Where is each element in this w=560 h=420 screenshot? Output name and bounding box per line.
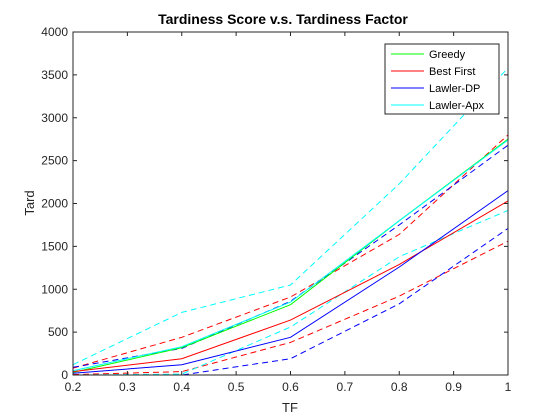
x-tick-label: 1 xyxy=(505,380,512,394)
chart-title: Tardiness Score v.s. Tardiness Factor xyxy=(158,11,408,27)
y-axis-title: Tard xyxy=(22,190,37,215)
series-line-lawler-dp xyxy=(72,190,509,374)
axes: 0.2 0.3 0.4 0.5 0.6 0.7 0.8 0.9 1 0 500 1000 1500 200… xyxy=(41,25,511,394)
y-tick-label: 2500 xyxy=(41,154,68,168)
x-axis-title: TF xyxy=(282,400,298,415)
x-tick-label: 0.6 xyxy=(282,380,299,394)
band-line-1 xyxy=(72,240,509,376)
x-tick-label: 0.8 xyxy=(391,380,408,394)
legend-label-lawler-dp: Lawler-DP xyxy=(429,83,480,95)
x-tick-label: 0.5 xyxy=(228,380,245,394)
series-line-best-first xyxy=(72,200,509,373)
y-tick-label: 3500 xyxy=(41,68,68,82)
x-tick-label: 0.7 xyxy=(337,380,354,394)
legend-label-best-first: Best First xyxy=(429,66,475,78)
y-tick-label: 500 xyxy=(48,325,68,339)
x-tick-label: 0.9 xyxy=(445,380,462,394)
x-tick-label: 0.4 xyxy=(173,380,190,394)
series-lines xyxy=(72,138,509,374)
y-tick-label: 1500 xyxy=(41,239,68,253)
series-line-lawler-apx xyxy=(72,139,509,372)
band-line-5 xyxy=(72,209,509,376)
x-tick-label: 0.3 xyxy=(119,380,136,394)
legend: Greedy Best First Lawler-DP Lawler-Apx xyxy=(384,43,500,115)
x-tick-label: 0.2 xyxy=(65,380,82,394)
y-tick-label: 4000 xyxy=(41,25,68,39)
y-tick-label: 3000 xyxy=(41,111,68,125)
y-tick-label: 0 xyxy=(61,368,68,382)
legend-label-greedy: Greedy xyxy=(429,49,466,61)
band-line-0 xyxy=(72,134,509,369)
legend-box xyxy=(384,43,500,115)
band-line-4 xyxy=(72,67,509,366)
legend-label-lawler-apx: Lawler-Apx xyxy=(429,100,485,112)
y-tick-label: 1000 xyxy=(41,282,68,296)
y-tick-label: 2000 xyxy=(41,197,68,211)
